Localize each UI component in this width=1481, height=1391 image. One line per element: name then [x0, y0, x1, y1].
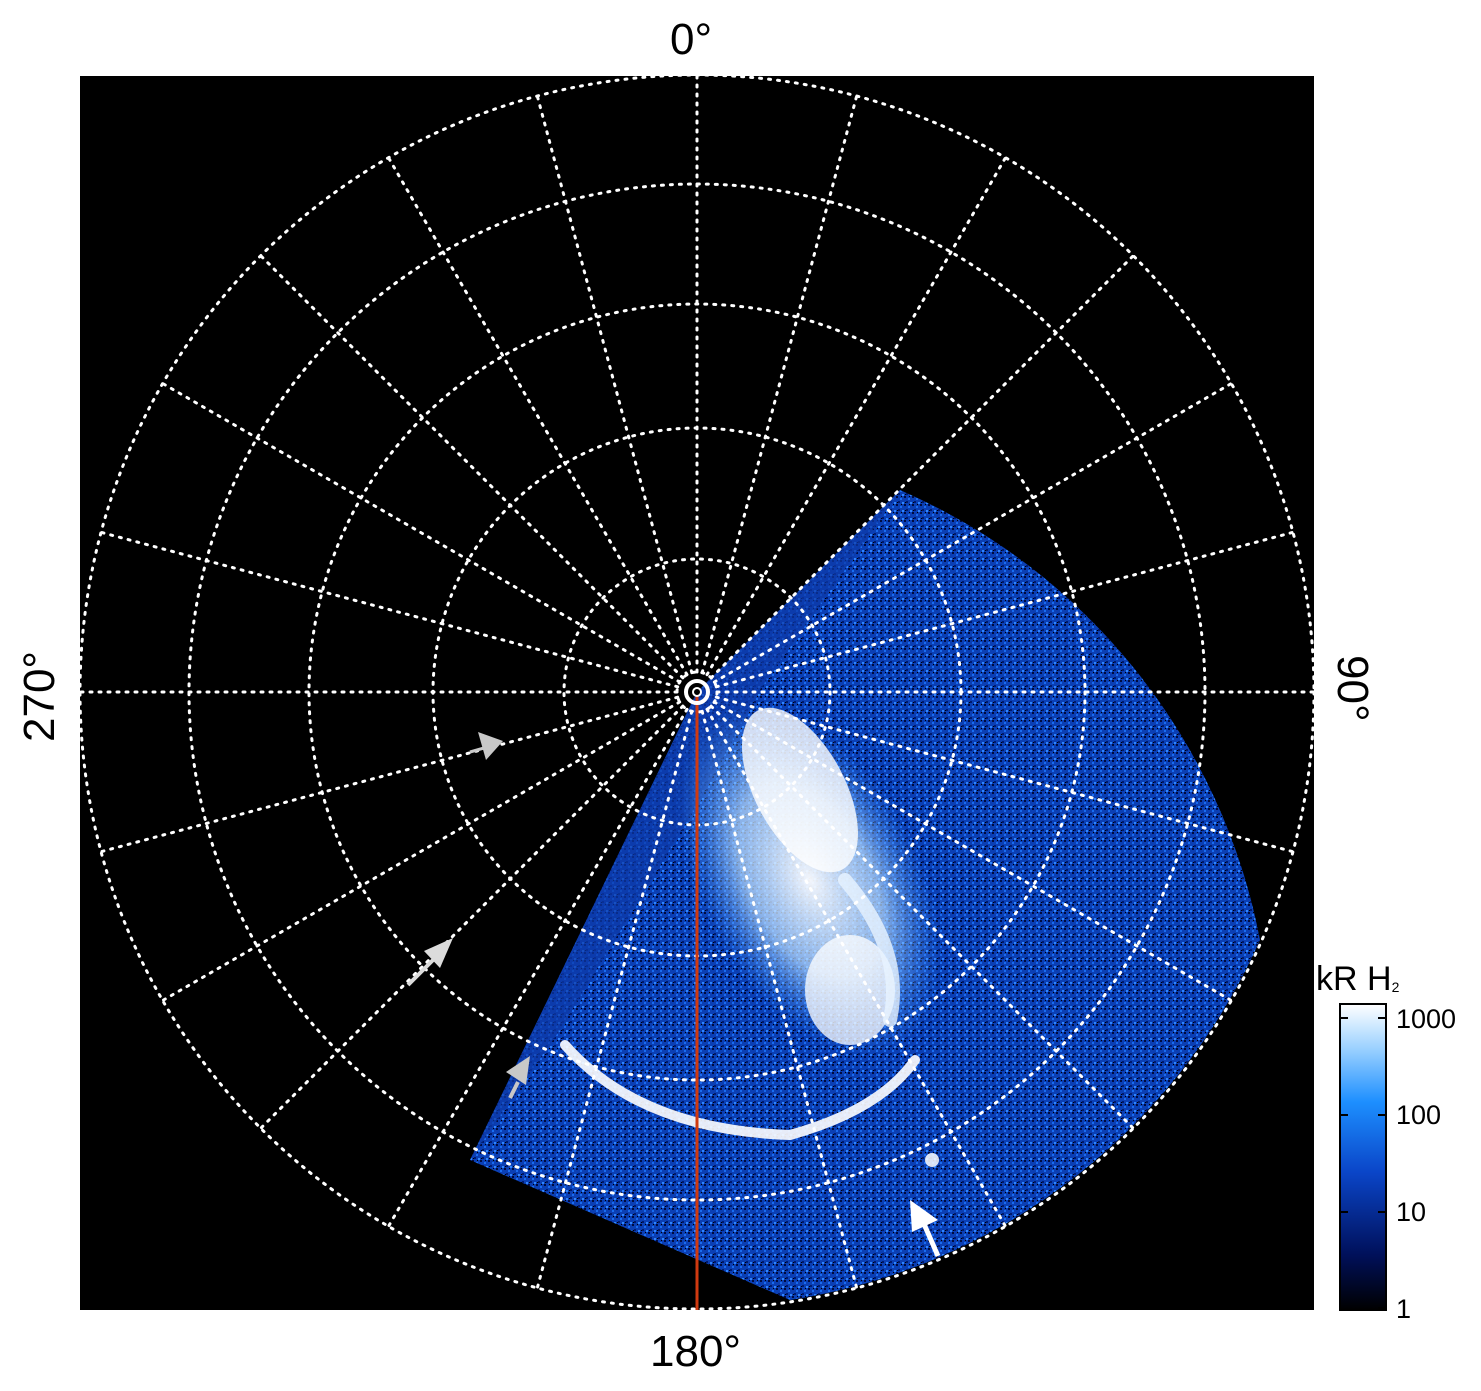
pole-marker-inner	[692, 687, 702, 697]
longitude-line	[705, 156, 1007, 677]
longitude-line	[714, 530, 1295, 689]
pole-marker-outer	[684, 679, 710, 705]
longitude-line	[535, 94, 694, 675]
longitude-line	[700, 709, 859, 1290]
main-auroral-arc	[560, 1040, 920, 1141]
sector-inner-edge	[470, 490, 900, 1160]
colorbar-tick-label: 10	[1396, 1197, 1427, 1227]
colorbar-ticks	[1340, 1017, 1386, 1309]
secondary-arc	[838, 873, 900, 1027]
longitude-line	[709, 254, 1135, 680]
arrow-1	[469, 732, 503, 760]
longitude-line	[709, 704, 1135, 1130]
colorbar-tick-label: 1	[1396, 1294, 1412, 1324]
arrow-3	[506, 1056, 530, 1099]
colorbar-title: kR H2	[1316, 960, 1399, 999]
colorbar-tick-label: 100	[1396, 1100, 1442, 1130]
longitude-line	[161, 700, 682, 1002]
longitude-line	[259, 704, 685, 1130]
longitude-line	[99, 695, 680, 854]
longitude-line	[259, 254, 685, 680]
arrow-4	[910, 1200, 941, 1258]
longitude-line	[387, 707, 689, 1228]
colorbar-tick-label: 1000	[1396, 1004, 1457, 1034]
longitude-line	[99, 530, 680, 689]
arrow-2	[406, 938, 453, 987]
longitude-line	[387, 156, 689, 677]
bright-emission-spot	[805, 935, 895, 1045]
longitude-line	[161, 382, 682, 684]
angle-label-90: 90°	[1328, 655, 1377, 722]
longitude-line	[712, 382, 1233, 684]
colorbar-gradient	[1339, 1003, 1387, 1311]
angle-label-270: 270°	[15, 650, 64, 742]
longitude-line	[712, 700, 1233, 1002]
longitude-line	[714, 695, 1295, 854]
colorbar-title-main: kR H	[1316, 960, 1392, 998]
emission-blob	[925, 1153, 939, 1167]
longitude-line	[700, 94, 859, 675]
longitude-line	[705, 707, 1007, 1228]
colorbar-title-subscript: 2	[1391, 979, 1400, 995]
bright-emission-core	[742, 707, 858, 873]
angle-label-0: 0°	[670, 15, 713, 64]
angle-label-180: 180°	[650, 1327, 742, 1376]
longitude-line	[535, 709, 694, 1290]
